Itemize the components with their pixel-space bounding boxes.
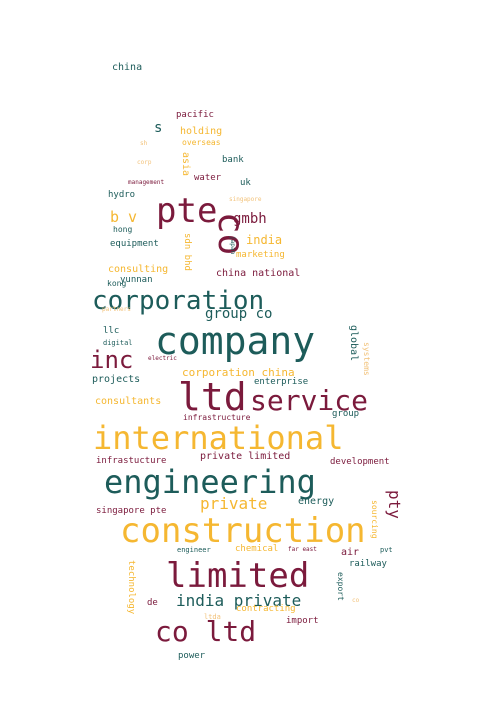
word: inc bbox=[90, 346, 134, 374]
word: corporation china bbox=[182, 366, 295, 379]
word: group co bbox=[205, 306, 273, 322]
word: china national bbox=[216, 268, 301, 279]
word: technology bbox=[126, 560, 136, 615]
word: chemical bbox=[235, 544, 279, 554]
word: engineering bbox=[104, 463, 316, 501]
word: limited bbox=[166, 556, 310, 596]
word: service bbox=[250, 384, 369, 417]
word: yunnan bbox=[120, 275, 153, 285]
word: private limited bbox=[200, 451, 291, 462]
word: systems bbox=[362, 342, 371, 376]
word: uk bbox=[240, 178, 251, 188]
word: china bbox=[112, 62, 143, 73]
word: llc bbox=[103, 326, 120, 336]
word: import bbox=[286, 616, 319, 626]
word: electric bbox=[148, 355, 177, 362]
word: ltd bbox=[178, 375, 247, 419]
word: india bbox=[246, 233, 283, 247]
word: equipment bbox=[110, 239, 159, 249]
word: global bbox=[348, 325, 359, 362]
word: india private bbox=[176, 591, 302, 610]
word: ltda bbox=[204, 613, 221, 621]
word: sh bbox=[140, 140, 148, 147]
word: hong bbox=[113, 225, 133, 234]
word: corp bbox=[137, 159, 152, 166]
word: private bbox=[200, 494, 268, 513]
word: international bbox=[93, 419, 344, 457]
word: de bbox=[147, 598, 158, 608]
word: marketing bbox=[236, 250, 285, 260]
word: co ltd bbox=[155, 615, 257, 648]
word: overseas bbox=[182, 138, 221, 147]
word: export bbox=[336, 572, 345, 601]
word: pvt bbox=[380, 546, 393, 554]
word: pacific bbox=[176, 110, 214, 120]
word: infrastructure bbox=[183, 413, 251, 422]
word: sdn bhd bbox=[182, 233, 192, 271]
word: management bbox=[128, 179, 165, 186]
word: company bbox=[155, 319, 316, 363]
word: construction bbox=[120, 511, 366, 551]
word: digital bbox=[103, 339, 133, 347]
word: air bbox=[341, 547, 360, 558]
word: bank bbox=[222, 155, 244, 165]
word: b v bbox=[110, 208, 138, 226]
word: engineer bbox=[177, 546, 211, 554]
word: co bbox=[352, 597, 360, 604]
word: consultants bbox=[95, 396, 162, 407]
word: hydro bbox=[108, 190, 136, 200]
word: s bbox=[154, 120, 163, 136]
word: projects bbox=[92, 374, 141, 385]
word: partners bbox=[102, 306, 131, 313]
word: gmbh bbox=[233, 211, 267, 227]
word: consulting bbox=[108, 264, 169, 275]
word: kong bbox=[107, 279, 127, 288]
word: power bbox=[178, 651, 206, 661]
word: sourcing bbox=[370, 500, 379, 539]
word: holding bbox=[180, 126, 223, 137]
word: enterprise bbox=[254, 377, 309, 387]
word: singapore bbox=[229, 196, 262, 203]
word: singapore pte bbox=[96, 506, 167, 516]
word: pty bbox=[385, 490, 404, 519]
word: pte bbox=[156, 191, 218, 231]
word: energy bbox=[298, 496, 335, 507]
word: corporation bbox=[92, 286, 265, 316]
word: infrastucture bbox=[96, 456, 167, 466]
word: asia bbox=[180, 152, 191, 177]
word: far east bbox=[288, 546, 317, 553]
word: development bbox=[330, 457, 390, 467]
word: japan bbox=[229, 236, 236, 255]
word: water bbox=[194, 173, 222, 183]
word: group bbox=[332, 409, 360, 419]
word: contracting bbox=[236, 604, 296, 614]
word: railway bbox=[349, 559, 387, 569]
